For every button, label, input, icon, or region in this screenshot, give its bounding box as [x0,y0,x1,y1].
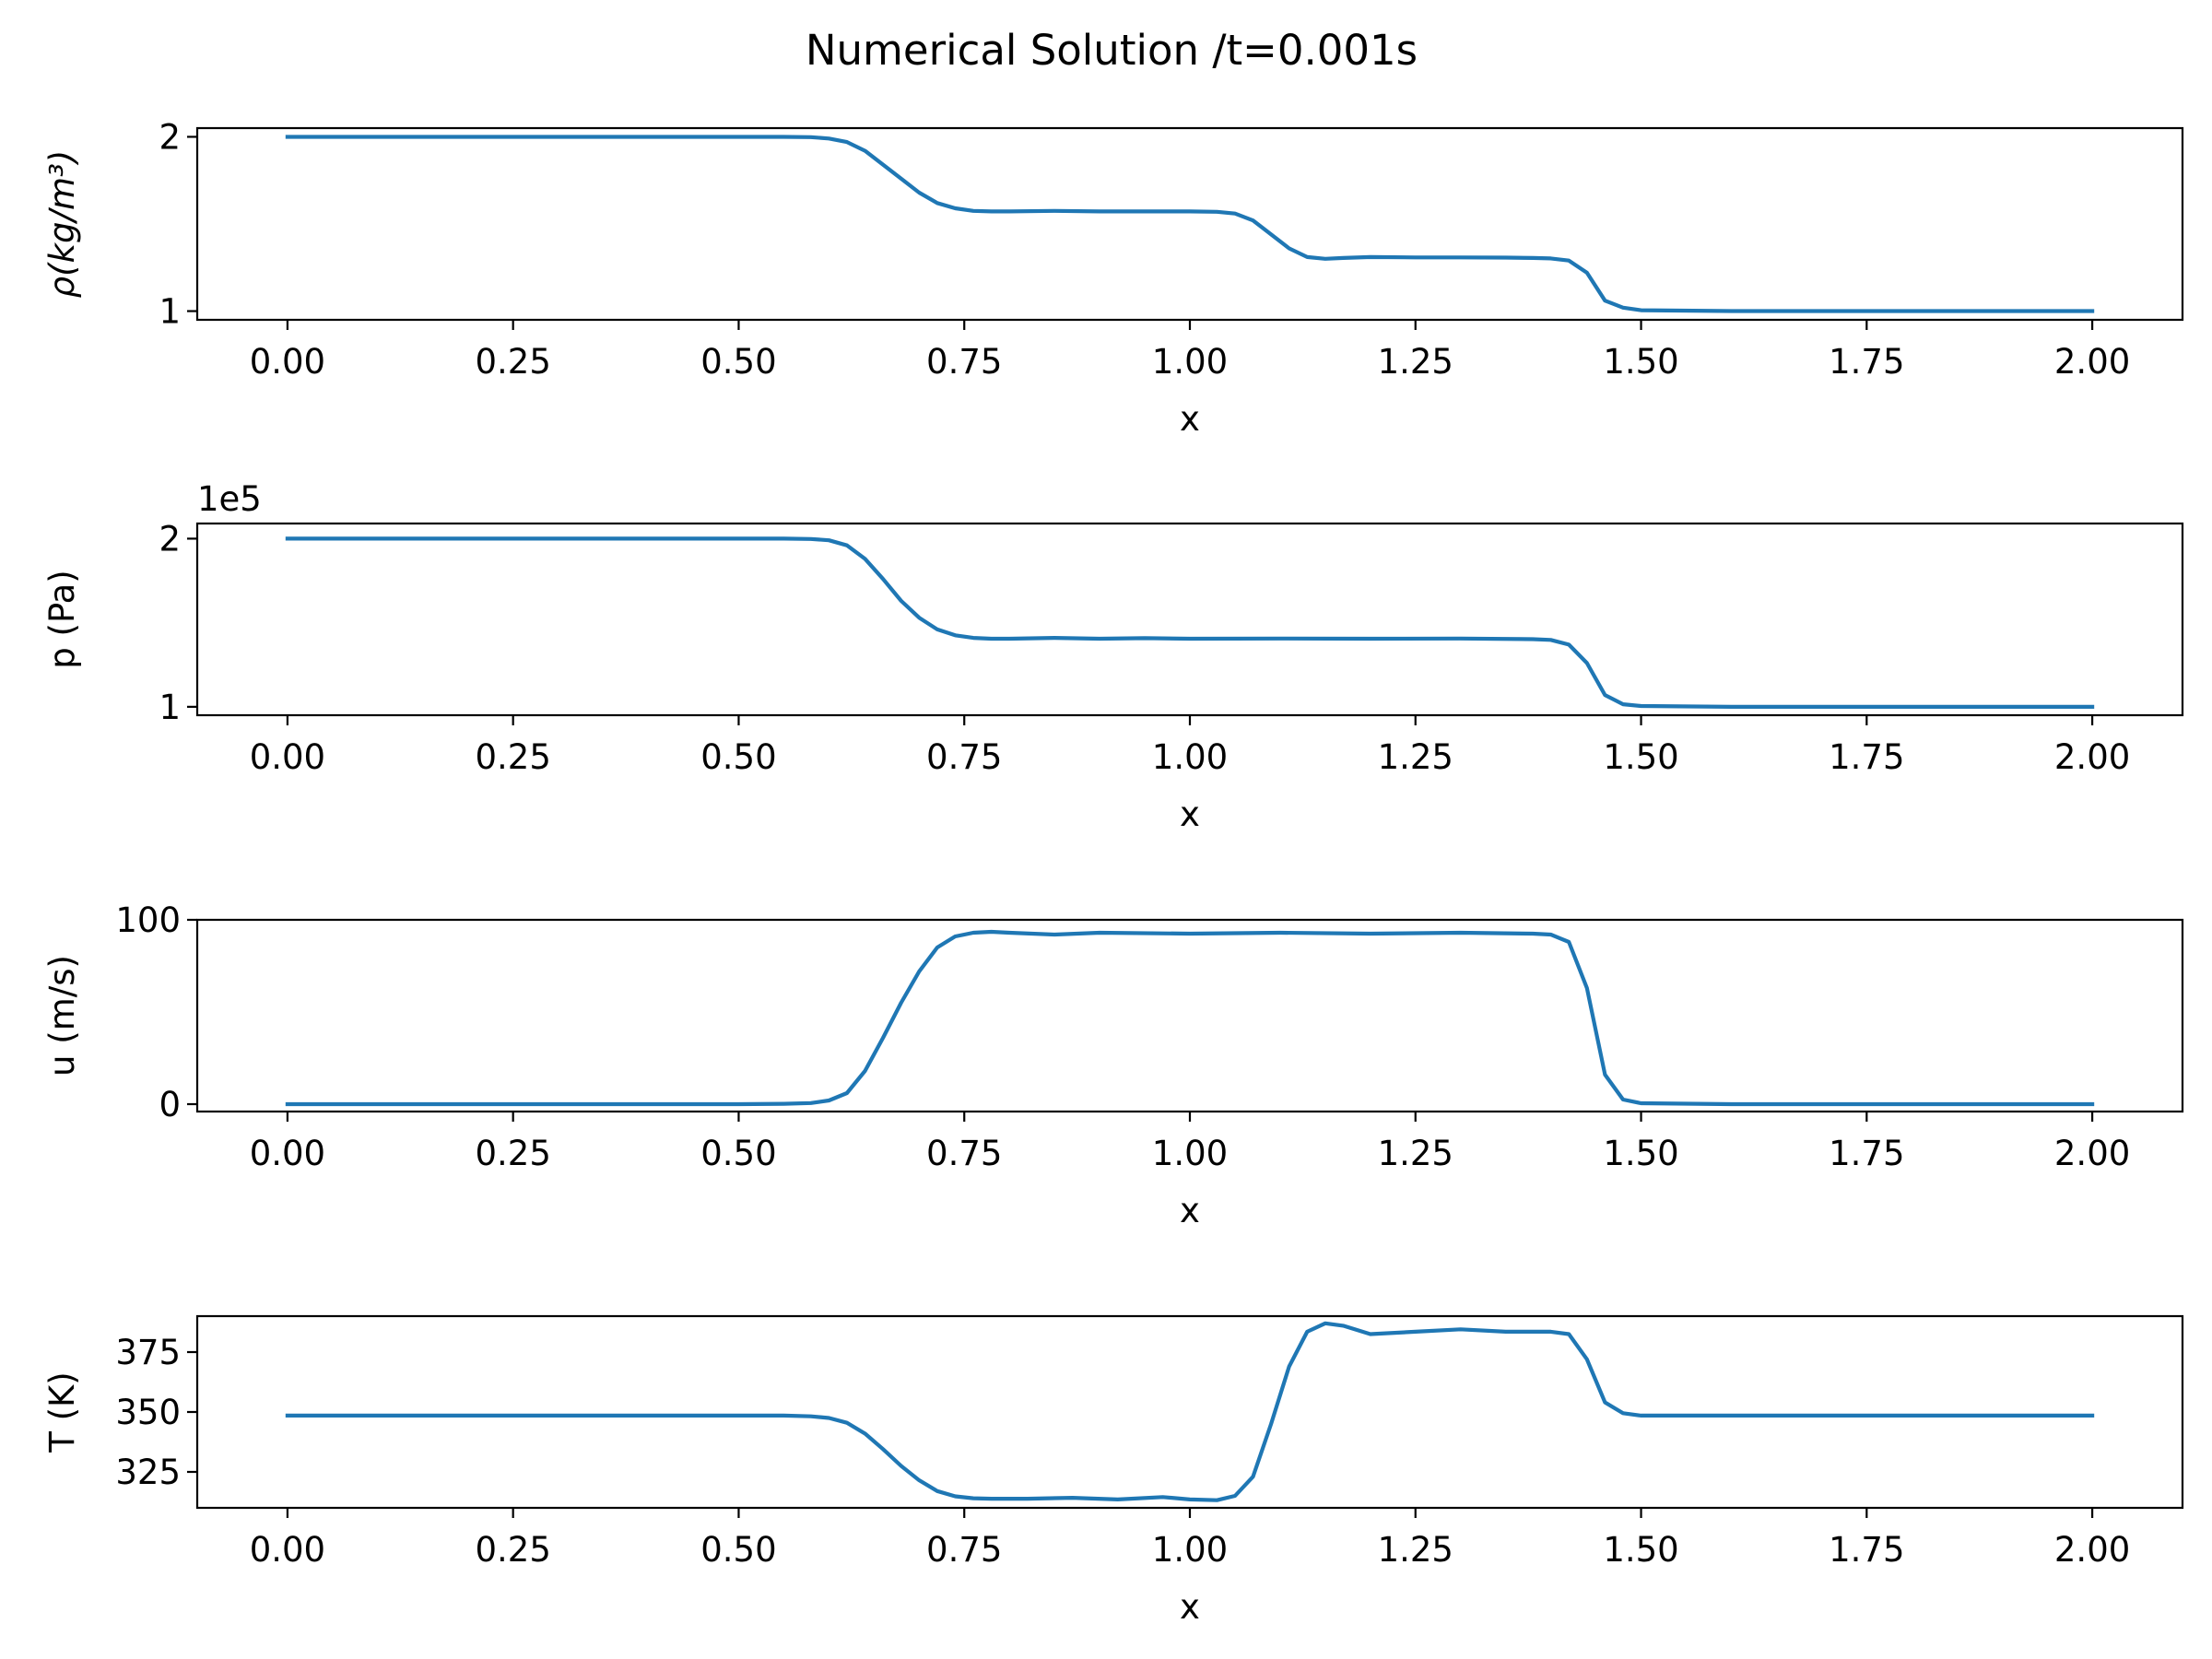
x-tick-label: 1.50 [1603,1134,1678,1173]
x-tick-label: 0.75 [926,737,1002,777]
x-tick-label: 0.25 [475,1530,550,1570]
x-tick-label: 1.00 [1152,1530,1228,1570]
y-axis-label: p (Pa) [42,570,82,668]
x-tick-label: 1.25 [1378,342,1453,382]
x-tick-label: 0.25 [475,1134,550,1173]
y-tick-label: 1 [159,292,181,332]
x-tick-label: 1.00 [1152,342,1228,382]
y-tick-label: 100 [115,900,181,940]
x-tick-label: 0.00 [250,1134,325,1173]
subplot-3: 0.00 0.25 0.50 0.75 1.00 1.25 1.50 1.75 2.00 0 100… [42,900,2184,1230]
x-axis-label: x [1180,794,1200,834]
x-tick-label: 0.50 [700,342,776,382]
x-tick-label: 1.50 [1603,1530,1678,1570]
x-tick-label: 1.25 [1378,1530,1453,1570]
x-tick-label: 1.00 [1152,737,1228,777]
x-tick-label: 0.75 [926,1530,1002,1570]
x-tick-label: 2.00 [2054,1134,2130,1173]
chart-title: Numerical Solution /t=0.001s [806,26,1418,75]
x-tick-label: 2.00 [2054,737,2130,777]
x-tick-label: 1.50 [1603,342,1678,382]
x-tick-label: 0.75 [926,1134,1002,1173]
x-tick-label: 2.00 [2054,1530,2130,1570]
x-tick-label: 1.25 [1378,737,1453,777]
x-tick-label: 1.25 [1378,1134,1453,1173]
y-tick-label: 2 [159,117,181,157]
series-line [285,135,2095,313]
x-tick-label: 1.75 [1829,1134,1904,1173]
series-line [285,536,2095,710]
subplot-4: 0.00 0.25 0.50 0.75 1.00 1.25 1.50 1.75 2.00 325 3… [42,1314,2184,1627]
series-line [285,1321,2095,1502]
y-tick-label: 0 [159,1085,181,1124]
y-tick-label: 1 [159,688,181,727]
y-tick-label: 375 [115,1333,181,1372]
x-tick-label: 1.00 [1152,1134,1228,1173]
x-tick-label: 0.00 [250,737,325,777]
subplots: 0.00 0.25 0.50 0.75 1.00 1.25 1.50 1.75 2.00 1 2 x ρ… [42,117,2184,1627]
y-tick-label: 2 [159,519,181,559]
subplot-2: 0.00 0.25 0.50 0.75 1.00 1.25 1.50 1.75 2.00 1 2 x p… [42,479,2184,834]
x-tick-label: 0.25 [475,342,550,382]
x-tick-label: 0.50 [700,1530,776,1570]
x-axis-label: x [1180,1587,1200,1627]
x-tick-label: 0.00 [250,1530,325,1570]
y-axis-label: u (m/s) [42,955,82,1077]
x-tick-label: 1.50 [1603,737,1678,777]
x-tick-label: 0.25 [475,737,550,777]
y-tick-label: 325 [115,1453,181,1492]
series-line [285,929,2095,1107]
x-axis-label: x [1180,1191,1200,1230]
x-tick-label: 0.50 [700,1134,776,1173]
x-tick-label: 1.75 [1829,342,1904,382]
x-axis-label: x [1180,399,1200,439]
x-tick-label: 2.00 [2054,342,2130,382]
y-axis-label: T (K) [42,1371,82,1453]
x-tick-label: 1.75 [1829,1530,1904,1570]
x-tick-label: 0.75 [926,342,1002,382]
x-tick-label: 1.75 [1829,737,1904,777]
y-offset-text: 1e5 [197,479,262,519]
y-axis-label: ρ(kg/m³) [42,150,82,299]
y-tick-label: 350 [115,1393,181,1432]
x-tick-label: 0.50 [700,737,776,777]
x-tick-label: 0.00 [250,342,325,382]
subplot-1: 0.00 0.25 0.50 0.75 1.00 1.25 1.50 1.75 2.00 1 2 x ρ… [42,117,2184,439]
